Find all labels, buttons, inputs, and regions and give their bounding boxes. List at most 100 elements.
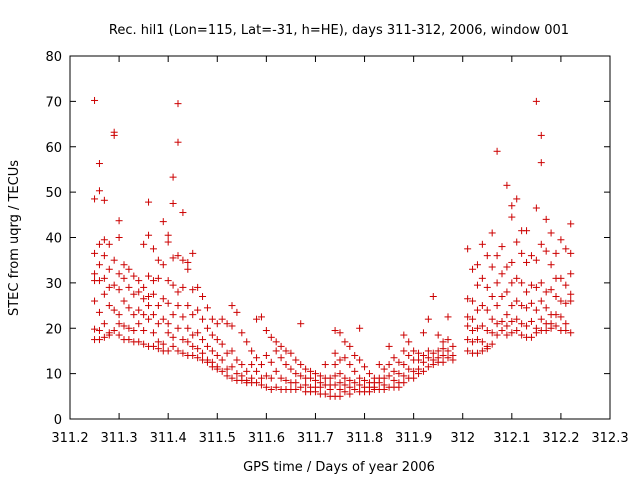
data-point: [410, 374, 418, 382]
data-point: [567, 329, 575, 337]
data-point: [488, 263, 496, 271]
data-point: [120, 297, 128, 305]
data-point: [503, 311, 511, 319]
data-point: [228, 374, 236, 382]
data-point: [105, 302, 113, 310]
data-point: [532, 204, 540, 212]
data-point: [189, 286, 197, 294]
data-point: [91, 270, 99, 278]
data-point: [336, 329, 344, 337]
data-point: [287, 365, 295, 373]
data-point: [179, 256, 187, 264]
data-point: [537, 159, 545, 167]
data-point: [424, 363, 432, 371]
data-point: [478, 338, 486, 346]
data-point: [508, 258, 516, 266]
data-point: [390, 367, 398, 375]
data-point: [503, 181, 511, 189]
data-point: [434, 331, 442, 339]
data-point: [145, 231, 153, 239]
data-point: [326, 374, 334, 382]
data-point: [483, 327, 491, 335]
data-point: [208, 315, 216, 323]
data-point: [375, 361, 383, 369]
data-point: [493, 320, 501, 328]
data-point: [218, 315, 226, 323]
data-point: [527, 317, 535, 325]
data-point: [336, 386, 344, 394]
data-point: [346, 390, 354, 398]
data-point: [145, 272, 153, 280]
data-point: [405, 338, 413, 346]
data-point: [483, 252, 491, 260]
data-point: [444, 347, 452, 355]
data-point: [179, 209, 187, 217]
data-point: [361, 376, 369, 384]
data-point: [125, 324, 133, 332]
y-tick-label: 70: [45, 95, 62, 110]
data-point: [159, 218, 167, 226]
data-point: [213, 365, 221, 373]
data-point: [95, 308, 103, 316]
data-point: [513, 327, 521, 335]
x-tick-label: 312.2: [542, 431, 579, 446]
y-axis-label: STEC from uqrg / TECUs: [7, 160, 22, 316]
data-point: [100, 196, 108, 204]
data-point: [444, 354, 452, 362]
data-point: [341, 388, 349, 396]
data-point: [326, 386, 334, 394]
data-point: [154, 256, 162, 264]
chart-title: Rec. hil1 (Lon=115, Lat=-31, h=HE), days…: [109, 23, 569, 38]
data-point: [469, 297, 477, 305]
data-point: [316, 383, 324, 391]
y-tick-label: 60: [45, 141, 62, 156]
data-point: [513, 195, 521, 203]
data-point: [321, 390, 329, 398]
data-point: [145, 302, 153, 310]
data-point: [110, 256, 118, 264]
data-point: [277, 374, 285, 382]
data-point: [218, 340, 226, 348]
data-point: [395, 370, 403, 378]
data-point: [532, 283, 540, 291]
data-point: [356, 324, 364, 332]
data-point: [473, 324, 481, 332]
data-point: [184, 302, 192, 310]
data-point: [493, 147, 501, 155]
data-point: [228, 347, 236, 355]
data-point: [199, 315, 207, 323]
data-point: [164, 320, 172, 328]
data-point: [419, 358, 427, 366]
data-point: [189, 331, 197, 339]
data-point: [218, 356, 226, 364]
data-point: [478, 347, 486, 355]
data-point: [120, 274, 128, 282]
data-point: [213, 336, 221, 344]
data-point: [213, 320, 221, 328]
data-point: [135, 277, 143, 285]
data-point: [488, 340, 496, 348]
data-point: [174, 252, 182, 260]
data-point: [228, 363, 236, 371]
y-tick-label: 40: [45, 232, 62, 247]
data-point: [267, 374, 275, 382]
data-point: [169, 281, 177, 289]
data-point: [164, 238, 172, 246]
data-point: [527, 333, 535, 341]
data-point: [243, 367, 251, 375]
data-point: [262, 372, 270, 380]
data-point: [390, 376, 398, 384]
data-point: [356, 381, 364, 389]
data-point: [208, 331, 216, 339]
data-point: [503, 288, 511, 296]
data-point: [400, 372, 408, 380]
data-point: [140, 240, 148, 248]
x-tick-label: 312.3: [591, 431, 628, 446]
data-point: [105, 331, 113, 339]
data-point: [243, 338, 251, 346]
data-point: [518, 331, 526, 339]
data-point: [203, 304, 211, 312]
data-point: [100, 236, 108, 244]
data-point: [439, 345, 447, 353]
data-point: [513, 238, 521, 246]
